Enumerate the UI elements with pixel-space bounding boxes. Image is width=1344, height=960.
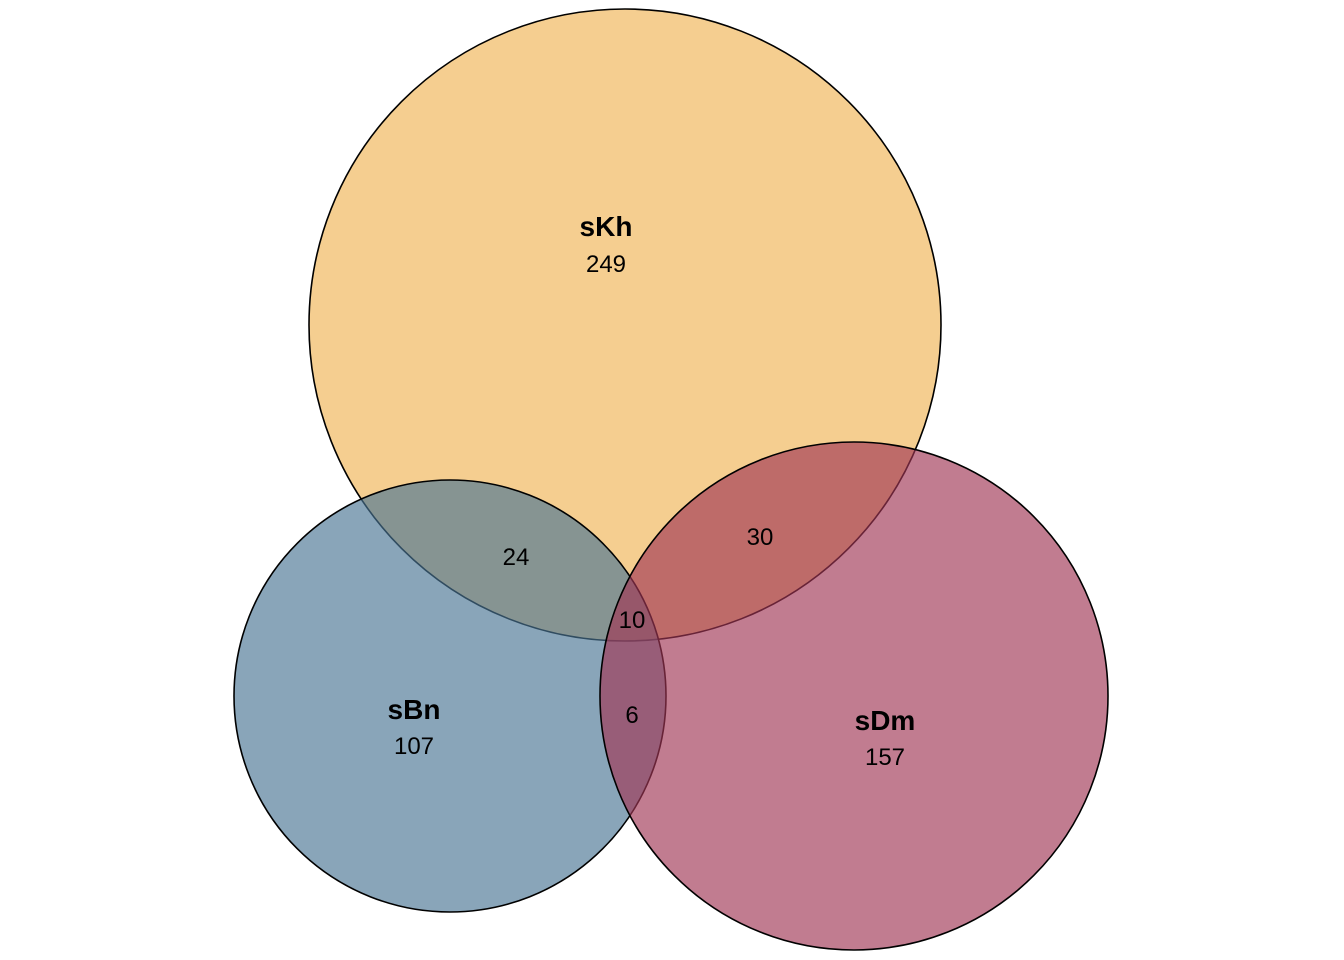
overlap-count-sbn-sdm: 6 [625, 702, 638, 729]
overlap-count-all-three: 10 [619, 607, 646, 634]
set-only-count-skh: 249 [586, 251, 626, 278]
set-label-sdm: sDm [855, 705, 916, 736]
overlap-count-skh-sdm: 30 [747, 524, 774, 551]
set-only-count-sbn: 107 [394, 733, 434, 760]
overlap-count-skh-sbn: 24 [503, 544, 530, 571]
set-circle-sdm [599, 441, 1109, 951]
set-label-sbn: sBn [388, 694, 441, 725]
set-only-count-sdm: 157 [865, 744, 905, 771]
set-label-skh: sKh [580, 211, 633, 242]
